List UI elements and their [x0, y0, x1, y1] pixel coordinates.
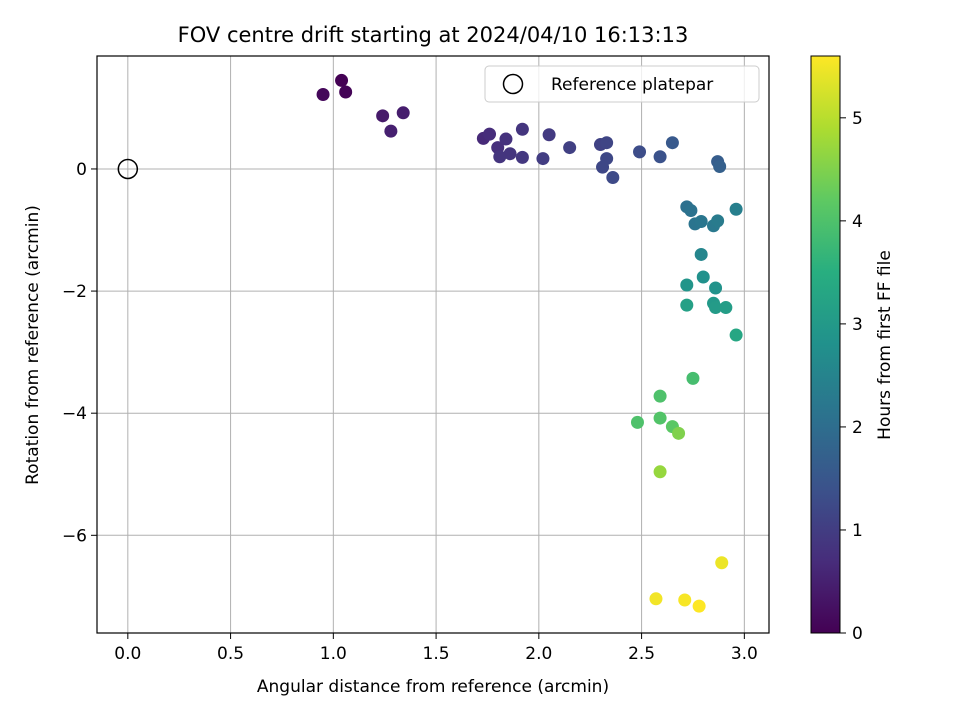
- x-axis-ticks: 0.0 0.5 1.0 1.5 2.0 2.5 3.0: [114, 633, 758, 664]
- drift-point: [686, 371, 700, 385]
- drift-point: [493, 150, 507, 164]
- drift-point: [596, 160, 610, 174]
- drift-point: [711, 214, 725, 228]
- colorbar-ticks: 0 1 2 3 4 5: [840, 109, 863, 644]
- drift-point: [715, 556, 729, 570]
- drift-point: [339, 85, 353, 99]
- x-axis-label: Angular distance from reference (arcmin): [257, 677, 609, 697]
- scatter-points: [316, 73, 743, 613]
- drift-point: [653, 465, 667, 479]
- x-tick-label: 2.0: [525, 644, 552, 664]
- y-tick-label: −2: [62, 282, 87, 302]
- drift-point: [630, 415, 644, 429]
- drift-point: [536, 152, 550, 166]
- drift-point: [729, 328, 743, 342]
- colorbar-tick-label: 4: [852, 212, 863, 232]
- colorbar: 0 1 2 3 4 5 Hours from first FF file: [810, 55, 895, 644]
- plot-frame: [96, 55, 770, 634]
- drift-point: [542, 128, 556, 142]
- drift-point: [729, 202, 743, 216]
- drift-point: [600, 136, 614, 150]
- y-tick-label: −6: [62, 526, 87, 546]
- drift-point: [376, 109, 390, 123]
- drift-point: [672, 426, 686, 440]
- drift-point: [694, 214, 708, 228]
- y-tick-label: −4: [62, 404, 87, 424]
- drift-point: [680, 298, 694, 312]
- drift-point: [684, 203, 698, 217]
- drift-point: [719, 301, 733, 315]
- colorbar-gradient: [810, 55, 841, 634]
- x-tick-label: 2.5: [628, 644, 655, 664]
- drift-point: [633, 145, 647, 159]
- drift-point: [680, 278, 694, 292]
- x-tick-label: 0.5: [217, 644, 244, 664]
- colorbar-tick-label: 0: [852, 624, 863, 644]
- x-tick-label: 3.0: [731, 644, 758, 664]
- x-tick-label: 1.0: [320, 644, 347, 664]
- reference-layer: [117, 158, 139, 180]
- drift-point: [665, 136, 679, 150]
- drift-point: [696, 270, 710, 284]
- drift-point: [483, 127, 497, 141]
- legend-label-reference: Reference platepar: [551, 75, 713, 95]
- drift-point: [649, 592, 663, 606]
- colorbar-tick-label: 1: [852, 521, 863, 541]
- drift-point: [692, 599, 706, 613]
- drift-point: [653, 389, 667, 403]
- legend-box: [484, 65, 760, 103]
- drift-point: [396, 106, 410, 120]
- drift-point: [653, 150, 667, 164]
- drift-point: [316, 87, 330, 101]
- drift-point: [563, 141, 577, 155]
- drift-point: [709, 301, 723, 315]
- legend-marker-reference: [502, 73, 524, 95]
- colorbar-tick-label: 2: [852, 418, 863, 438]
- drift-point: [606, 171, 620, 185]
- y-axis-ticks: 0 −2 −4 −6: [62, 160, 97, 546]
- x-tick-label: 0.0: [114, 644, 141, 664]
- drift-point: [384, 124, 398, 138]
- drift-point: [678, 593, 692, 607]
- colorbar-tick-label: 3: [852, 315, 863, 335]
- colorbar-tick-label: 5: [852, 109, 863, 129]
- drift-point: [515, 122, 529, 136]
- drift-point: [335, 73, 349, 87]
- drift-point: [713, 160, 727, 174]
- drift-point: [709, 281, 723, 295]
- legend: Reference platepar: [484, 65, 760, 103]
- drift-point: [694, 247, 708, 261]
- drift-point: [499, 132, 513, 146]
- y-axis-label: Rotation from reference (arcmin): [23, 205, 43, 485]
- chart-title: FOV centre drift starting at 2024/04/10 …: [178, 23, 689, 47]
- drift-point: [503, 147, 517, 161]
- drift-point: [515, 150, 529, 164]
- reference-platepar-marker: [117, 158, 139, 180]
- y-tick-label: 0: [76, 160, 87, 180]
- colorbar-label: Hours from first FF file: [875, 250, 895, 440]
- x-tick-label: 1.5: [423, 644, 450, 664]
- drift-point: [653, 411, 667, 425]
